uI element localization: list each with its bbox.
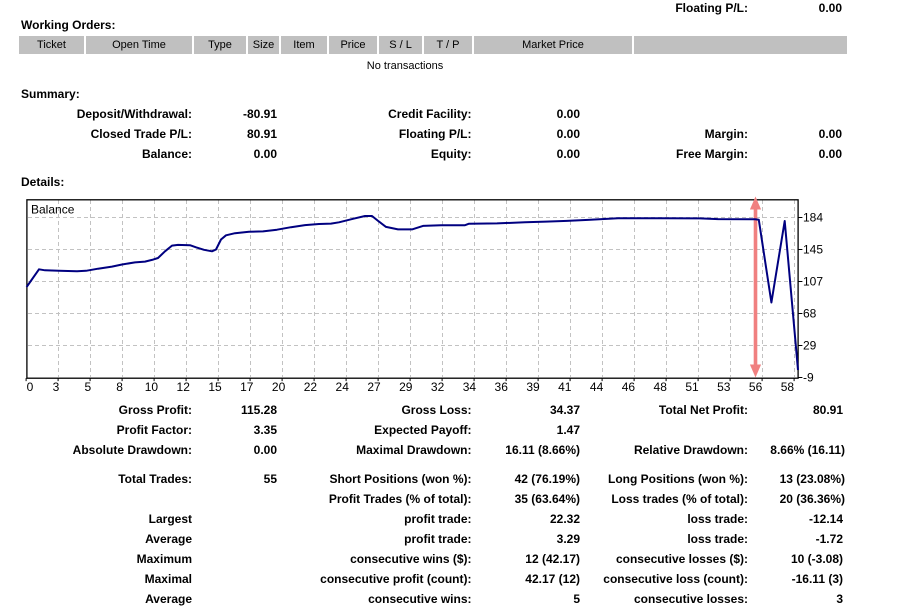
svg-text:27: 27 [367, 380, 381, 394]
svg-text:32: 32 [431, 380, 445, 394]
svg-text:41: 41 [558, 380, 572, 394]
svg-text:8: 8 [116, 380, 123, 394]
svg-text:36: 36 [495, 380, 509, 394]
svg-text:34: 34 [463, 380, 477, 394]
svg-text:184: 184 [803, 211, 823, 225]
svg-text:68: 68 [803, 307, 817, 321]
svg-text:12: 12 [177, 380, 191, 394]
svg-text:5: 5 [84, 380, 91, 394]
svg-text:56: 56 [749, 380, 763, 394]
svg-text:22: 22 [304, 380, 318, 394]
svg-text:53: 53 [717, 380, 731, 394]
svg-text:29: 29 [399, 380, 413, 394]
svg-text:44: 44 [590, 380, 604, 394]
svg-text:46: 46 [622, 380, 636, 394]
svg-text:0: 0 [27, 380, 34, 394]
svg-text:15: 15 [208, 380, 222, 394]
svg-text:17: 17 [240, 380, 254, 394]
svg-text:145: 145 [803, 243, 823, 257]
svg-text:29: 29 [803, 339, 817, 353]
svg-text:3: 3 [53, 380, 60, 394]
svg-text:48: 48 [654, 380, 668, 394]
svg-text:51: 51 [685, 380, 699, 394]
svg-text:-9: -9 [803, 371, 814, 385]
svg-text:58: 58 [781, 380, 795, 394]
svg-text:107: 107 [803, 275, 823, 289]
svg-text:39: 39 [526, 380, 540, 394]
svg-text:24: 24 [336, 380, 350, 394]
svg-text:10: 10 [145, 380, 159, 394]
svg-text:Balance: Balance [31, 203, 75, 217]
svg-text:20: 20 [272, 380, 286, 394]
